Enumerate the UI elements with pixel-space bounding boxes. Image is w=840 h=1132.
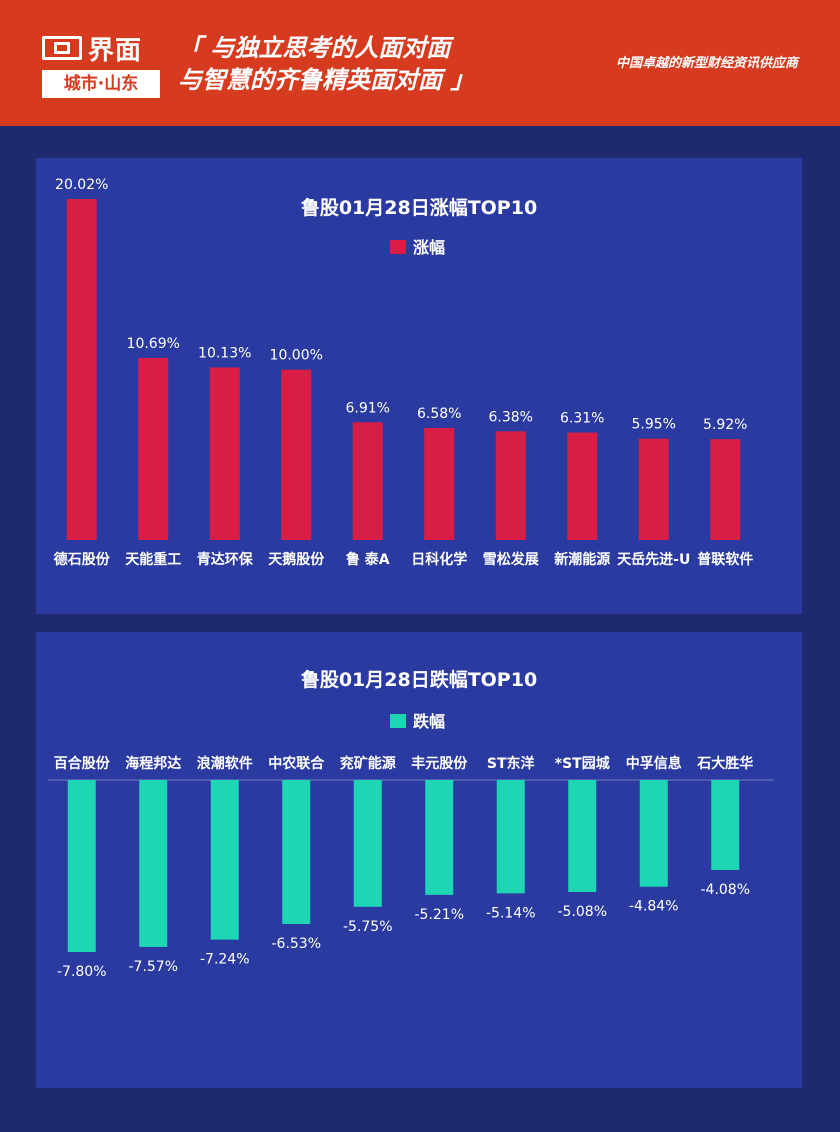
legend-swatch <box>390 240 406 254</box>
bar <box>352 422 383 540</box>
logo-main-text: 界面 <box>88 35 143 66</box>
category-label: 天能重工 <box>125 551 181 568</box>
data-label: 6.91% <box>346 400 390 416</box>
bar <box>282 780 311 924</box>
category-label: 天岳先进-U <box>617 551 690 568</box>
category-label: 雪松发展 <box>483 551 539 568</box>
data-label: 5.95% <box>632 417 676 433</box>
bar <box>425 780 454 895</box>
data-label: 6.31% <box>560 411 604 427</box>
tagline: 中国卓越的新型财经资讯供应商 <box>615 56 798 71</box>
data-label: 6.58% <box>417 406 461 422</box>
category-label: 普联软件 <box>697 551 753 568</box>
logo-mark-icon <box>42 36 82 60</box>
data-label: 10.00% <box>270 348 323 364</box>
bar <box>424 427 455 540</box>
logo: 界面 城市·山东 <box>42 30 160 100</box>
category-label: 日科化学 <box>411 551 467 568</box>
bar <box>210 780 239 940</box>
data-label: 5.92% <box>703 417 747 433</box>
logo-sub-text: 城市·山东 <box>42 70 160 98</box>
data-label: -7.57% <box>128 959 178 975</box>
bar <box>711 780 740 870</box>
bar <box>496 780 525 894</box>
data-label: -5.75% <box>343 919 393 935</box>
slogan-line-2: 与智慧的齐鲁精英面对面 」 <box>178 66 475 94</box>
legend-label: 涨幅 <box>413 238 445 257</box>
bar <box>568 780 597 893</box>
fall-chart-panel: 鲁股01月28日跌幅TOP10 跌幅百合股份 -7.80% 海程邦达 -7.57% 浪潮软… <box>36 632 802 1088</box>
bar <box>710 439 741 540</box>
category-label: 百合股份 <box>54 755 111 772</box>
data-label: 10.13% <box>198 345 251 361</box>
rise-chart: 鲁股01月28日涨幅TOP10 涨幅 20.02% 德石股份 10.69% 天能重工 10.… <box>54 177 754 568</box>
category-label: ST东洋 <box>487 755 535 772</box>
data-label: 20.02% <box>55 177 108 193</box>
header-banner: 界面 城市·山东 「 与独立思考的人面对面 与智慧的齐鲁精英面对面 」 中国卓越… <box>0 0 840 126</box>
bar <box>638 438 669 540</box>
category-label: 浪潮软件 <box>197 755 253 772</box>
category-label: 中孚信息 <box>626 755 682 772</box>
rise-chart-panel: 鲁股01月28日涨幅TOP10 涨幅 20.02% 德石股份 10.69% 天能重工 10.… <box>36 158 802 614</box>
data-label: -5.08% <box>557 904 607 920</box>
category-label: 天鹅股份 <box>268 551 325 568</box>
data-label: -5.21% <box>414 907 464 923</box>
category-label: 鲁 泰A <box>345 551 390 568</box>
category-label: 德石股份 <box>54 551 111 568</box>
chart-title: 鲁股01月28日涨幅TOP10 <box>300 196 537 219</box>
category-label: 中农联合 <box>268 755 325 772</box>
bar <box>495 431 526 540</box>
data-label: -5.14% <box>486 905 536 921</box>
bar <box>281 369 312 540</box>
bar <box>66 199 97 540</box>
legend-swatch <box>390 714 406 728</box>
data-label: -7.24% <box>200 952 250 968</box>
category-label: 海程邦达 <box>125 755 181 772</box>
bar <box>567 432 598 540</box>
data-label: -4.08% <box>700 882 750 898</box>
category-label: 青达环保 <box>197 551 254 568</box>
bar <box>353 780 382 907</box>
data-label: 6.38% <box>489 409 533 425</box>
slogan-line-1: 「 与独立思考的人面对面 <box>178 34 451 62</box>
data-label: -6.53% <box>271 936 321 952</box>
bar <box>639 780 668 887</box>
data-label: 10.69% <box>127 336 180 352</box>
bar <box>209 367 240 540</box>
category-label: *ST园城 <box>555 755 610 772</box>
bar <box>67 780 96 952</box>
category-label: 兖矿能源 <box>340 755 396 772</box>
chart-title: 鲁股01月28日跌幅TOP10 <box>300 668 537 691</box>
data-label: -4.84% <box>629 899 679 915</box>
slogan: 「 与独立思考的人面对面 与智慧的齐鲁精英面对面 」 <box>178 32 474 96</box>
category-label: 石大胜华 <box>696 755 753 772</box>
data-label: -7.80% <box>57 964 107 980</box>
category-label: 丰元股份 <box>411 755 468 772</box>
bar <box>138 357 169 540</box>
category-label: 新潮能源 <box>554 551 610 568</box>
legend-label: 跌幅 <box>413 712 445 731</box>
bar <box>139 780 168 947</box>
